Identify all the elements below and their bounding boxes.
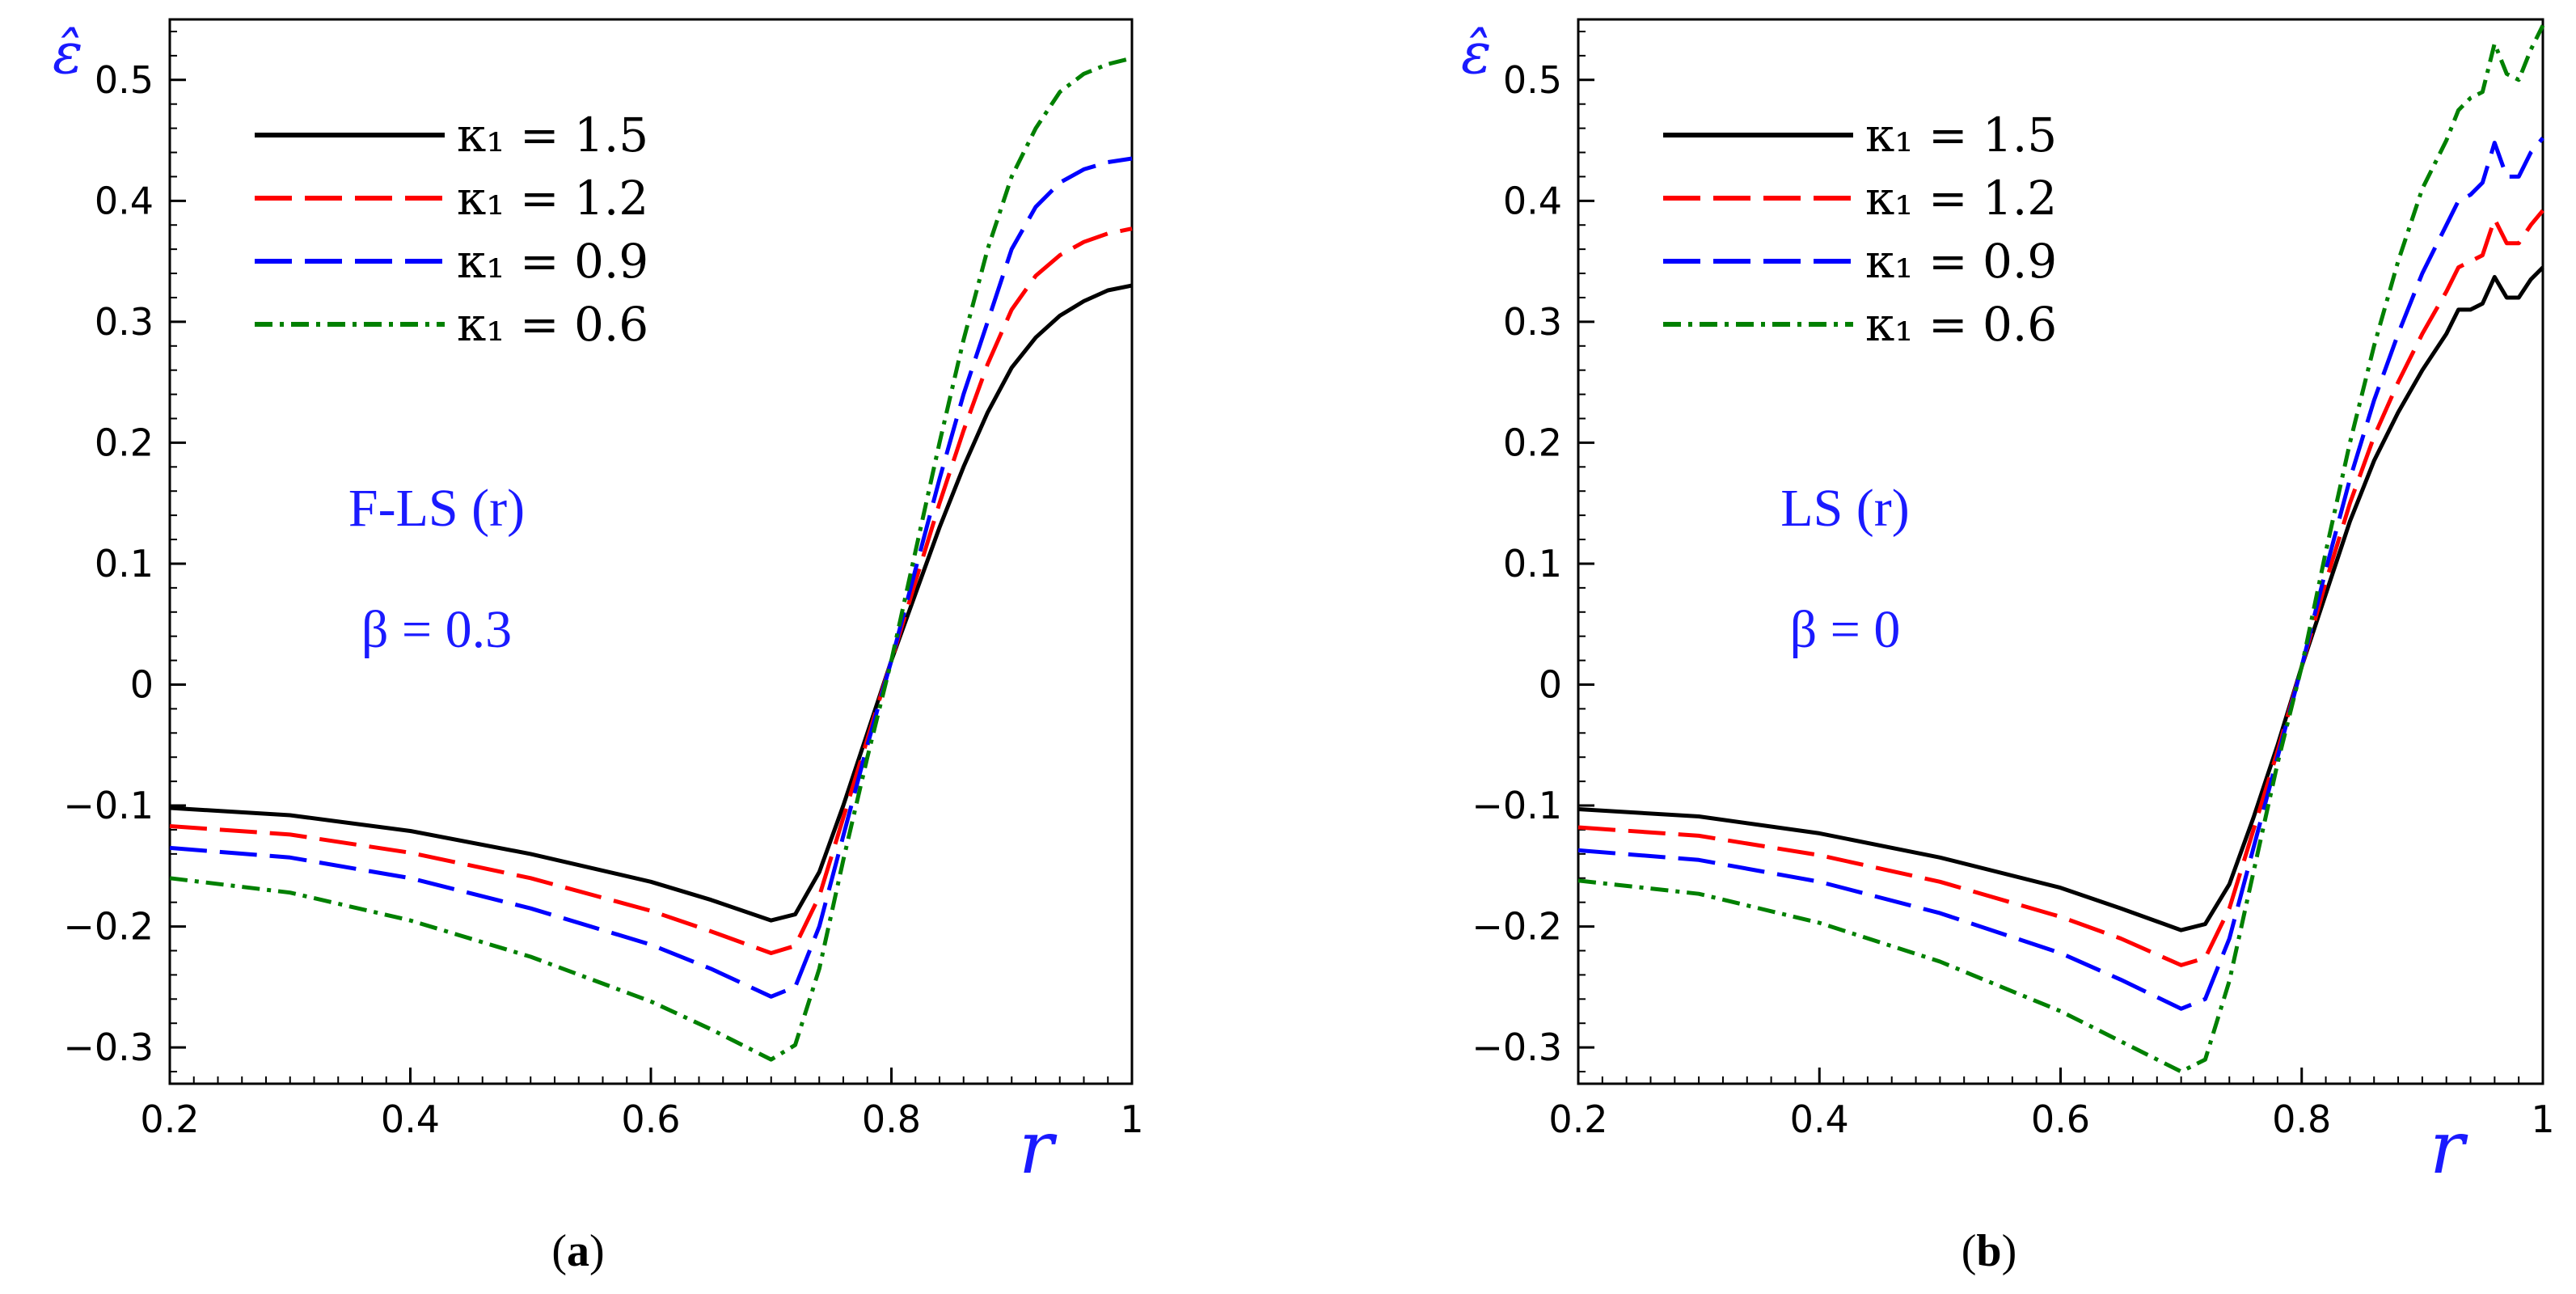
series-line-3 <box>169 56 1133 1062</box>
series-line-0 <box>169 283 1133 923</box>
panel-caption: (a) <box>551 1226 604 1276</box>
annotation-1: β = 0 <box>1790 600 1901 659</box>
x-axis-label: r <box>2430 1106 2468 1190</box>
y-tick-label: −0.1 <box>1472 784 1562 827</box>
series-line-2 <box>169 156 1133 999</box>
series-line-1 <box>1577 209 2544 967</box>
annotation-0: F-LS (r) <box>348 479 525 538</box>
x-tick-label: 0.8 <box>862 1097 921 1141</box>
y-tick-label: 0.1 <box>1503 542 1562 586</box>
y-tick-label: 0.4 <box>1503 179 1562 222</box>
x-tick-label: 1 <box>1120 1097 1143 1141</box>
legend-label-0: κ₁ = 1.5 <box>1865 108 2057 163</box>
y-tick-label: −0.1 <box>63 784 154 827</box>
x-tick-label: 0.8 <box>2272 1097 2331 1141</box>
legend-label-0: κ₁ = 1.5 <box>457 108 648 163</box>
series-line-3 <box>1577 24 2545 1074</box>
y-tick-label: 0.1 <box>95 542 154 586</box>
y-tick-label: 0.3 <box>1503 300 1562 344</box>
legend-label-2: κ₁ = 0.9 <box>1865 234 2057 289</box>
legend-label-1: κ₁ = 1.2 <box>457 171 648 226</box>
legend-label-3: κ₁ = 0.6 <box>457 297 648 352</box>
series-line-1 <box>169 226 1133 955</box>
x-tick-label: 0.2 <box>1548 1097 1607 1141</box>
plot-frame <box>168 18 1134 1085</box>
x-tick-label: 0.4 <box>1790 1097 1849 1141</box>
y-tick-label: 0.3 <box>95 300 154 344</box>
series-line-2 <box>1577 137 2544 1011</box>
annotation-0: LS (r) <box>1780 479 1909 538</box>
y-tick-label: 0.2 <box>95 421 154 464</box>
y-tick-label: −0.3 <box>1472 1025 1562 1069</box>
y-tick-label: 0.5 <box>95 58 154 102</box>
legend-label-2: κ₁ = 0.9 <box>457 234 648 289</box>
y-tick-label: 0.5 <box>1503 58 1562 102</box>
panel-caption: (b) <box>1962 1226 2016 1276</box>
y-tick-label: 0 <box>130 663 154 707</box>
x-tick-label: 1 <box>2531 1097 2554 1141</box>
legend-label-3: κ₁ = 0.6 <box>1865 297 2057 352</box>
y-tick-label: 0.2 <box>1503 421 1562 464</box>
plot-frame <box>1577 18 2544 1085</box>
annotation-1: β = 0.3 <box>361 600 512 659</box>
x-tick-label: 0.4 <box>381 1097 440 1141</box>
x-tick-label: 0.6 <box>2031 1097 2090 1141</box>
y-tick-label: −0.2 <box>1472 905 1562 949</box>
y-tick-label: 0 <box>1539 663 1562 707</box>
legend-label-1: κ₁ = 1.2 <box>1865 171 2057 226</box>
y-axis-label: ε̂ <box>53 20 83 87</box>
x-tick-label: 0.6 <box>621 1097 680 1141</box>
chart-panel-b: 0.2 0.4 0.6 0.8 1 −0.3 −0.2 −0.1 0 0.1 0.2 0.3 0.4 0.… <box>1461 18 2555 1276</box>
chart-panel-a: 0.2 0.4 0.6 0.8 1 −0.3 −0.2 −0.1 0 0.1 0.2 0.3 0.4 0.… <box>53 18 1144 1276</box>
legend: κ₁ = 1.5 κ₁ = 1.2 κ₁ = 0.9 κ₁ = 0.6 <box>255 108 648 352</box>
legend: κ₁ = 1.5 κ₁ = 1.2 κ₁ = 0.9 κ₁ = 0.6 <box>1663 108 2057 352</box>
x-tick-label: 0.2 <box>140 1097 199 1141</box>
y-axis-label: ε̂ <box>1461 20 1492 87</box>
x-axis-label: r <box>1019 1106 1058 1190</box>
y-tick-label: −0.3 <box>63 1025 154 1069</box>
y-tick-label: 0.4 <box>95 179 154 222</box>
series-line-0 <box>1577 265 2544 932</box>
y-tick-label: −0.2 <box>63 905 154 949</box>
